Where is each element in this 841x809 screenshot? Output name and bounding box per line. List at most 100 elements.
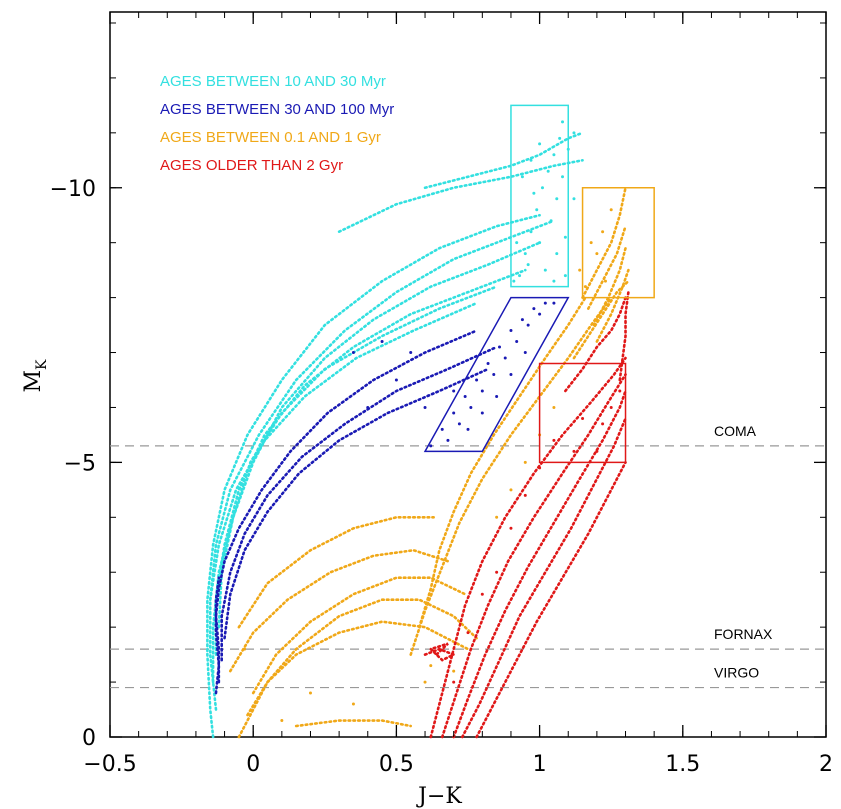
reference-line-label-fornax: FORNAX bbox=[714, 626, 773, 642]
series-1-point-27 bbox=[423, 405, 427, 409]
series-0-point-11 bbox=[555, 197, 559, 201]
series-2-point-14 bbox=[452, 669, 456, 673]
series-0-point-8 bbox=[526, 263, 530, 267]
series-3-track-6 bbox=[564, 296, 627, 393]
series-2-point-4 bbox=[589, 241, 593, 245]
series-2-track-9 bbox=[586, 224, 627, 310]
series-2-track-1 bbox=[246, 598, 478, 717]
series-1-point-13 bbox=[469, 405, 473, 409]
series-0-track-2 bbox=[211, 241, 541, 684]
reference-line-label-coma: COMA bbox=[714, 423, 757, 439]
series-1-point-26 bbox=[452, 389, 456, 393]
selection-box-3 bbox=[538, 362, 627, 464]
series-3-point-6 bbox=[552, 438, 556, 442]
series-2-point-6 bbox=[603, 279, 607, 283]
series-3-track-1 bbox=[429, 356, 627, 739]
series-1-point-32 bbox=[366, 405, 370, 409]
series-1-point-29 bbox=[409, 351, 413, 355]
series-1-point-19 bbox=[538, 312, 542, 316]
y-tick-label: 0 bbox=[82, 726, 96, 751]
series-0-point-2 bbox=[529, 230, 533, 234]
series-3-track-3 bbox=[452, 389, 627, 739]
series-2-point-12 bbox=[423, 680, 427, 684]
series-1-point-6 bbox=[498, 345, 502, 349]
series-2-track-7 bbox=[409, 296, 613, 656]
series-2-track-0 bbox=[237, 620, 470, 739]
series-1-point-1 bbox=[440, 427, 444, 431]
x-tick-label: 0 bbox=[246, 752, 260, 777]
series-3-point-9 bbox=[509, 526, 513, 530]
series-3-track-2 bbox=[440, 373, 627, 739]
series-3-track-7 bbox=[618, 290, 630, 382]
series-1-point-10 bbox=[543, 301, 547, 305]
series-2-point-3 bbox=[609, 208, 613, 212]
series-1-point-22 bbox=[480, 411, 484, 415]
series-0-track-4 bbox=[217, 285, 498, 629]
series-3-point-1 bbox=[601, 422, 605, 426]
series-1-point-20 bbox=[552, 301, 556, 305]
legend-entry-2: AGES BETWEEN 0.1 AND 1 Gyr bbox=[160, 129, 381, 146]
series-1-point-0 bbox=[429, 444, 433, 448]
plot-frame bbox=[109, 11, 827, 738]
series-0-point-0 bbox=[518, 274, 522, 278]
series-0-point-5 bbox=[546, 169, 550, 173]
series-1-track-3 bbox=[214, 576, 221, 695]
selection-box-1 bbox=[423, 296, 570, 453]
series-0-point-17 bbox=[563, 235, 567, 239]
series-0-point-9 bbox=[538, 241, 542, 245]
series-0-track-6 bbox=[423, 131, 584, 190]
series-0-point-18 bbox=[563, 274, 567, 278]
series-1-point-25 bbox=[523, 351, 527, 355]
series-3-point-7 bbox=[538, 466, 542, 470]
series-0-point-24 bbox=[561, 120, 565, 124]
series-0-point-25 bbox=[512, 279, 516, 283]
x-axis-title: J−K bbox=[416, 784, 462, 809]
series-1-point-14 bbox=[480, 389, 484, 393]
series-3-point-2 bbox=[609, 405, 613, 409]
legend-entry-0: AGES BETWEEN 10 AND 30 Myr bbox=[160, 73, 386, 90]
series-0-point-20 bbox=[572, 131, 576, 135]
series-3-point-4 bbox=[581, 416, 585, 420]
series-0-track-5 bbox=[208, 301, 478, 601]
series-1-point-31 bbox=[351, 351, 355, 355]
series-2-point-15 bbox=[308, 691, 312, 695]
x-tick-label: 2 bbox=[819, 752, 833, 777]
series-1-point-8 bbox=[520, 318, 524, 322]
y-axis-title-main: M bbox=[21, 370, 46, 393]
series-0-point-3 bbox=[535, 208, 539, 212]
series-2-point-0 bbox=[583, 285, 587, 289]
series-2-track-6 bbox=[418, 296, 587, 629]
series-2-point-18 bbox=[243, 647, 247, 651]
series-0-point-14 bbox=[532, 191, 536, 195]
series-2-point-9 bbox=[495, 515, 499, 519]
series-0-point-15 bbox=[543, 268, 547, 272]
series-1-point-21 bbox=[466, 427, 470, 431]
series-0-track-7 bbox=[337, 158, 584, 233]
series-0-point-6 bbox=[552, 153, 556, 157]
series-0-point-13 bbox=[515, 241, 519, 245]
series-1-point-15 bbox=[492, 373, 496, 376]
series-2-point-2 bbox=[601, 230, 605, 234]
series-3-point-3 bbox=[618, 389, 622, 393]
series-1-point-7 bbox=[509, 329, 513, 333]
series-1-point-17 bbox=[515, 340, 519, 344]
series-0-point-23 bbox=[538, 142, 542, 146]
legend-entry-3: AGES OLDER THAN 2 Gyr bbox=[160, 157, 343, 174]
series-2-track-12 bbox=[572, 279, 630, 360]
series-0-point-26 bbox=[552, 279, 556, 283]
series-0-point-22 bbox=[529, 158, 533, 162]
selection-boxes bbox=[423, 104, 655, 464]
axis-ticks: −0.5 0 0.5 1 1.5 20−5−10 bbox=[50, 12, 833, 777]
series-3-track-0 bbox=[423, 642, 457, 662]
y-axis-title-sub: K bbox=[34, 359, 50, 370]
legend-entry-1: AGES BETWEEN 30 AND 100 Myr bbox=[160, 101, 394, 118]
series-2-point-8 bbox=[523, 460, 527, 464]
series-0-point-21 bbox=[520, 175, 524, 179]
series-2-track-4 bbox=[237, 516, 435, 629]
y-axis-title: MK bbox=[21, 359, 50, 393]
series-3-point-10 bbox=[495, 570, 499, 574]
series-1-track-0 bbox=[214, 329, 478, 684]
legend: AGES BETWEEN 10 AND 30 Myr AGES BETWEEN 3… bbox=[160, 73, 394, 174]
series-1-point-4 bbox=[475, 378, 479, 382]
